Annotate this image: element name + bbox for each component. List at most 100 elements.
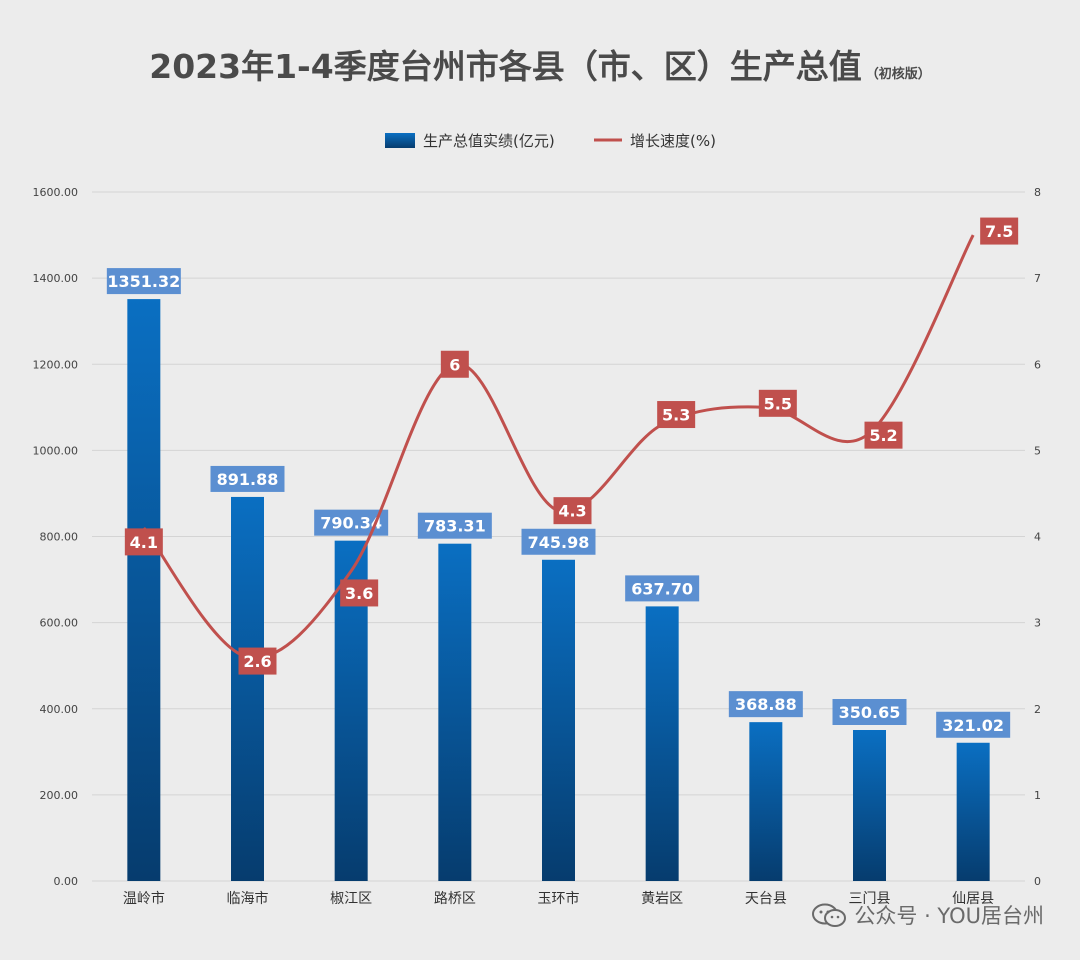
bar (645, 606, 679, 881)
chart-subtitle: （初核版） (865, 67, 931, 82)
line-data-label: 5.3 (657, 401, 696, 429)
y-left-tick-label: 1200.00 (33, 358, 79, 371)
bar-data-label-box (832, 699, 907, 726)
y-left-tick-label: 800.00 (40, 531, 79, 544)
line-data-label-box (864, 421, 903, 449)
bar-data-label-text: 368.88 (735, 695, 797, 714)
bar-data-label-text: 637.70 (631, 579, 693, 598)
line-label-layer: 4.1 2.6 3.6 6 4.3 5.3 5.5 5.2 7.5 (124, 217, 1019, 675)
y-left-tick-label: 600.00 (40, 617, 79, 630)
bar-data-label-box (106, 268, 181, 295)
line-data-label-text: 6 (449, 355, 460, 374)
bar-data-label-box (625, 575, 700, 602)
bar (542, 559, 575, 881)
x-tick-label: 仙居县 (952, 891, 994, 907)
x-tick-label: 温岭市 (123, 890, 165, 907)
bar-data-label: 783.31 (417, 512, 492, 539)
legend: 生产总值实绩(亿元) 增长速度(%) (385, 132, 716, 150)
y-right-tick-label: 6 (1034, 358, 1041, 371)
bar (231, 496, 264, 881)
x-tick-label: 天台县 (745, 891, 787, 907)
x-tick-label: 三门县 (849, 891, 891, 907)
y-right-tick-label: 8 (1034, 186, 1041, 199)
line-data-label-box (657, 401, 696, 429)
bar-data-label-text: 1351.32 (107, 272, 180, 291)
bar-data-label-box (417, 512, 492, 539)
x-tick-label: 临海市 (227, 890, 269, 907)
bar-data-label-text: 891.88 (217, 470, 279, 489)
line-data-label-box (980, 217, 1019, 245)
bar-data-label: 1351.32 (106, 268, 181, 295)
bar (127, 299, 161, 881)
bar-data-label-text: 745.98 (528, 533, 590, 552)
x-tick-label: 玉环市 (538, 890, 580, 907)
line-data-label-text: 2.6 (243, 652, 271, 671)
line-data-label-text: 4.1 (130, 533, 158, 552)
bar (956, 742, 990, 881)
line-data-label: 6 (440, 350, 469, 378)
y-right-tick-label: 2 (1034, 703, 1041, 716)
line-data-label: 7.5 (980, 217, 1019, 245)
line-data-label-text: 4.3 (558, 502, 586, 521)
y-left-tick-label: 400.00 (40, 703, 79, 716)
x-tick-label: 路桥区 (434, 891, 476, 907)
bar-data-label: 350.65 (832, 699, 907, 726)
bar-label-layer: 1351.32 891.88 790.34 783.31 745.98 637.70 368… (106, 268, 1011, 738)
bar-data-label: 368.88 (728, 691, 803, 718)
chart-title-block: 2023年1-4季度台州市各县（市、区）生产总值 （初核版） (0, 40, 1080, 88)
bar-data-label: 637.70 (625, 575, 700, 602)
line-data-label-text: 5.2 (869, 426, 897, 445)
line-data-label-box (440, 350, 469, 378)
bar-data-label-text: 321.02 (942, 716, 1004, 735)
y-left-tick-label: 1000.00 (33, 444, 79, 457)
y-left-tick-label: 1400.00 (33, 272, 79, 285)
line-data-label: 5.5 (758, 389, 797, 417)
line-data-label-box (340, 579, 379, 607)
bar-data-label: 790.34 (314, 509, 389, 536)
line-data-label-box (238, 647, 277, 675)
line-data-label: 4.3 (553, 497, 592, 525)
line-data-label: 5.2 (864, 421, 903, 449)
y-right-tick-label: 3 (1034, 617, 1041, 630)
line-data-label: 3.6 (340, 579, 379, 607)
line-data-label: 2.6 (238, 647, 277, 675)
bar (749, 722, 783, 881)
line-data-label-text: 5.3 (662, 406, 690, 425)
axis-layer: 0.00 200.00 400.00 600.00 800.00 1000.00 1200.… (33, 186, 1042, 907)
y-right-tick-label: 4 (1034, 531, 1041, 544)
line-data-label: 4.1 (124, 528, 163, 556)
x-tick-label: 椒江区 (330, 891, 372, 907)
y-right-tick-label: 7 (1034, 272, 1041, 285)
y-left-tick-label: 1600.00 (33, 186, 79, 199)
legend-line-label: 增长速度(%) (630, 132, 716, 150)
y-left-tick-label: 0.00 (54, 875, 79, 888)
bar-data-label-text: 783.31 (424, 517, 486, 536)
bar-data-label-text: 350.65 (839, 703, 901, 722)
bar (438, 543, 472, 881)
line-data-label-text: 7.5 (985, 222, 1013, 241)
bar (853, 730, 886, 881)
line-data-label-box (758, 389, 797, 417)
watermark-text: 公众号 · YOU居台州 (854, 904, 1044, 928)
line-data-label-text: 3.6 (345, 584, 373, 603)
line-data-label-text: 5.5 (764, 394, 792, 413)
y-right-tick-label: 1 (1034, 789, 1041, 802)
bar-data-label-box (936, 711, 1011, 738)
bar-data-label-text: 790.34 (320, 514, 382, 533)
y-left-tick-label: 200.00 (40, 789, 79, 802)
bar-data-label: 321.02 (936, 711, 1011, 738)
bar-data-label-box (210, 465, 285, 492)
x-tick-label: 黄岩区 (641, 890, 683, 907)
y-right-tick-label: 5 (1034, 444, 1041, 457)
bar-layer (127, 299, 990, 881)
bar-data-label: 891.88 (210, 465, 285, 492)
legend-bar-swatch (385, 133, 415, 148)
watermark: 公众号 · YOU居台州 (812, 900, 1044, 930)
bar-data-label-box (728, 691, 803, 718)
legend-bar-label: 生产总值实绩(亿元) (423, 132, 555, 150)
growth-line (142, 234, 975, 660)
chart-title: 2023年1-4季度台州市各县（市、区）生产总值 (149, 47, 862, 86)
line-data-label-box (124, 528, 163, 556)
